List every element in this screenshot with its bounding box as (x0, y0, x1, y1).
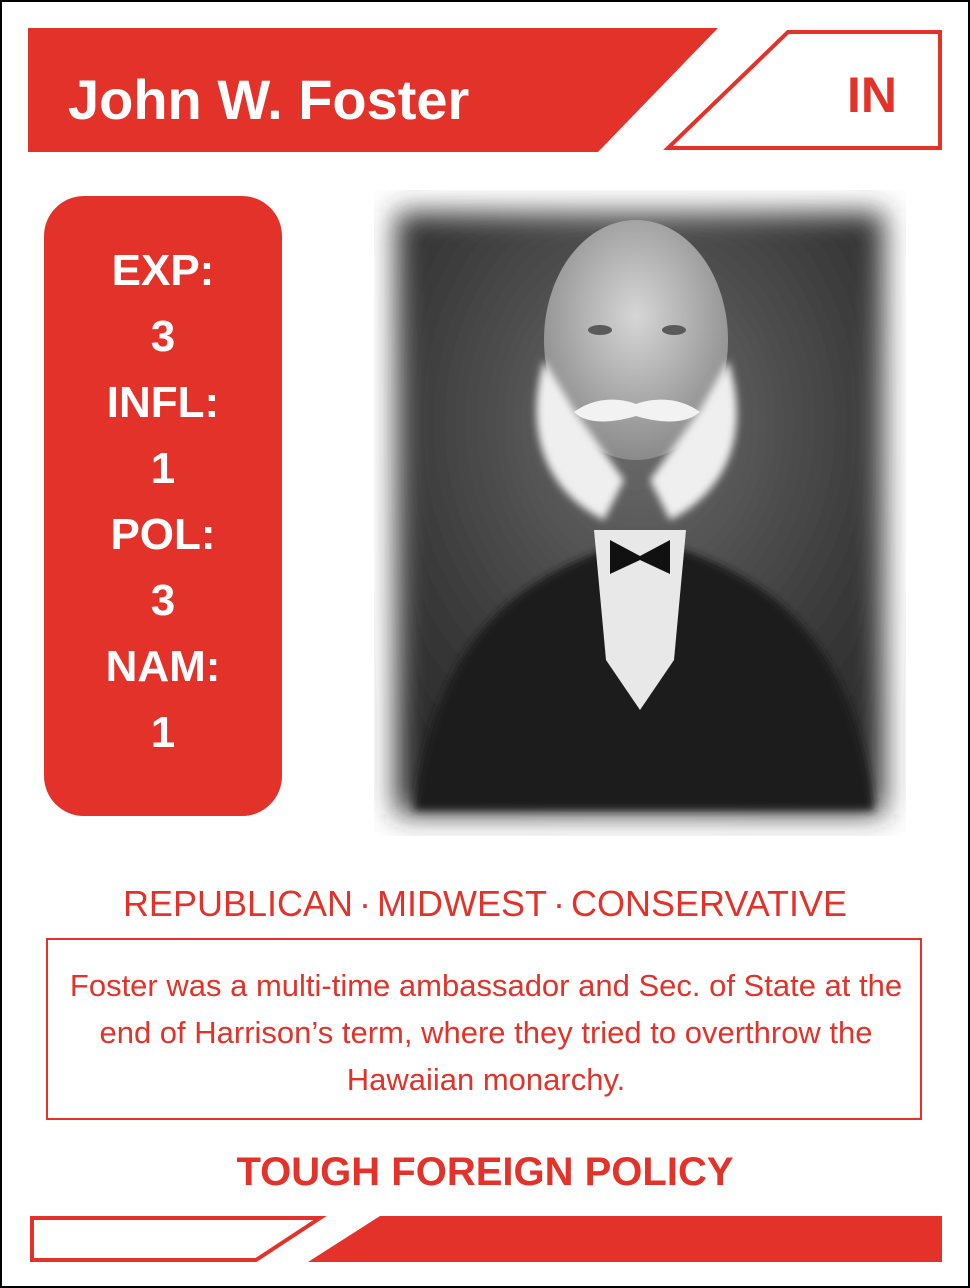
state-code: IN (847, 67, 897, 123)
tag-separator: · (552, 883, 565, 924)
footer-bar (308, 1216, 942, 1262)
stat-exp-value: 3 (150, 312, 176, 361)
party-tag: REPUBLICAN (122, 883, 353, 924)
stat-nam-label: NAM: (105, 642, 221, 691)
region-tag: MIDWEST (377, 883, 547, 924)
stat-infl-label: INFL: (106, 378, 220, 427)
stat-infl-value: 1 (150, 444, 176, 493)
stat-pol-label: POL: (110, 510, 216, 559)
ability-text: TOUGH FOREIGN POLICY (236, 1150, 734, 1194)
state-tab (663, 30, 942, 150)
stat-pol-value: 3 (150, 576, 176, 625)
stat-nam-value: 1 (150, 708, 176, 757)
footer-bar-outline (30, 1216, 327, 1262)
tags-line: REPUBLICAN · MIDWEST · CONSERVATIVE (2, 874, 968, 934)
stats-panel: EXP: 3 INFL: 1 POL: 3 NAM: 1 (44, 196, 282, 816)
card-name: John W. Foster (68, 68, 470, 131)
bio-box: Foster was a multi-time ambassador and S… (46, 938, 922, 1120)
tag-separator: · (359, 883, 371, 924)
stat-exp-label: EXP: (111, 246, 215, 295)
portrait-photo (396, 212, 884, 814)
bio-text: Foster was a multi-time ambassador and S… (69, 968, 903, 1097)
title-banner (28, 28, 718, 152)
ideology-tag: CONSERVATIVE (570, 883, 848, 924)
